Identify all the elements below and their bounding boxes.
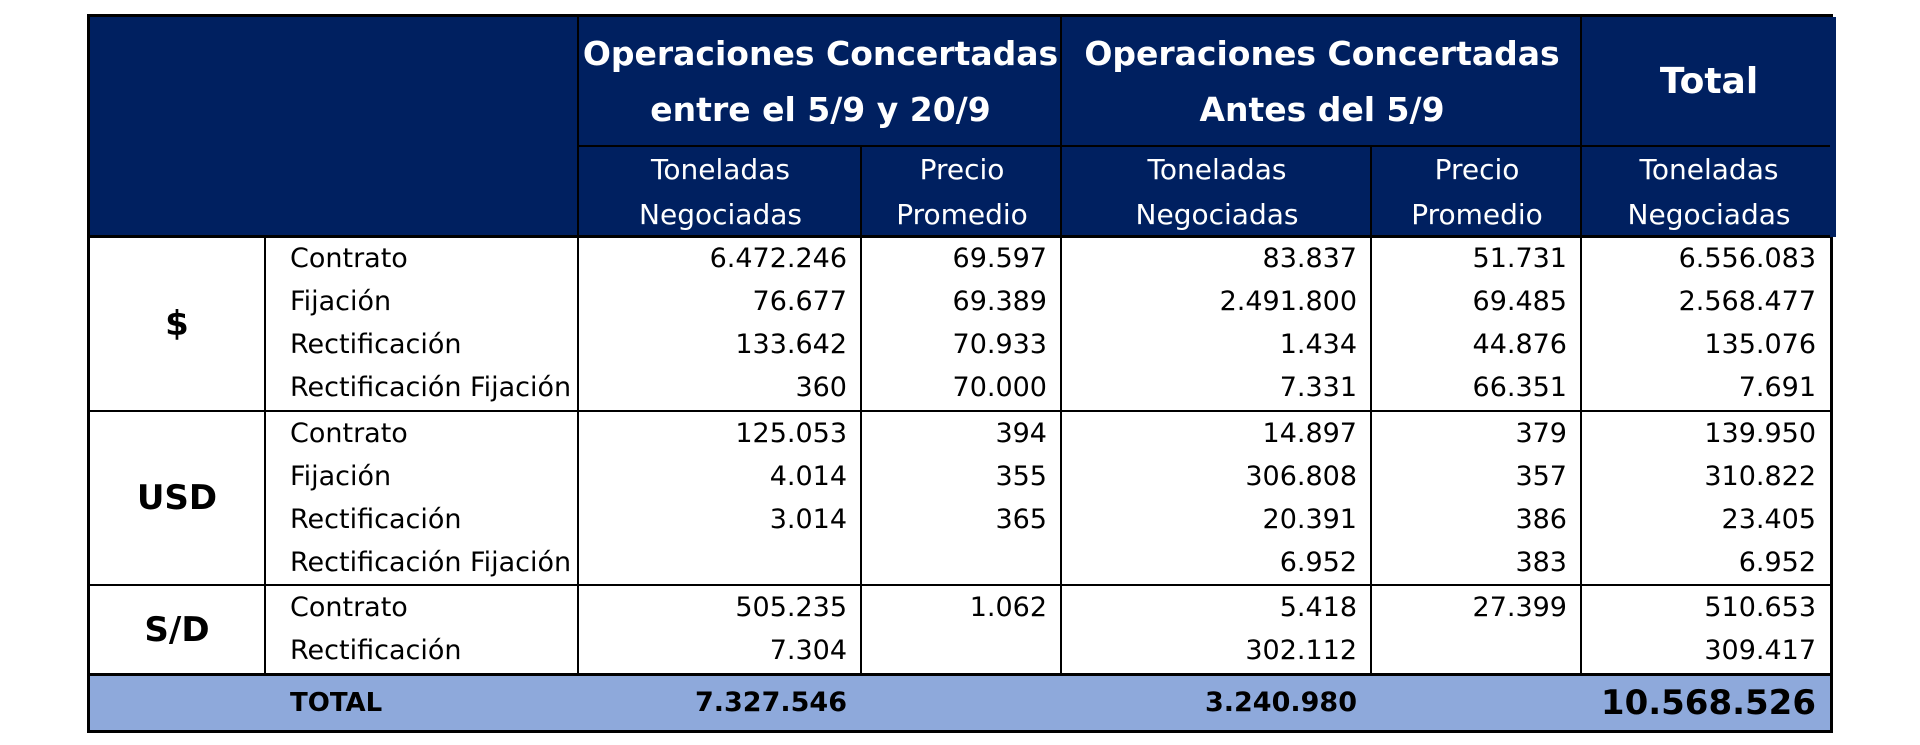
- grid-line: [1580, 17, 1582, 676]
- cell-tons-before: 1.434: [1279, 329, 1357, 360]
- grid-line: [1060, 17, 1062, 676]
- cell-price-before: 383: [1515, 547, 1567, 578]
- currency-label-usd: USD: [136, 478, 218, 518]
- cell-tons-before: 20.391: [1262, 504, 1357, 535]
- cell-price-between: 70.933: [952, 329, 1047, 360]
- group-header-between: Operaciones Concertadas entre el 5/9 y 2…: [579, 17, 1062, 147]
- grid-line: [90, 584, 1830, 586]
- total-row: [90, 676, 1830, 730]
- cell-price-between: 70.000: [952, 372, 1047, 403]
- grid-line: [90, 673, 1830, 676]
- row-label: Rectificación Fijación: [290, 547, 572, 578]
- cell-tons-before: 302.112: [1245, 635, 1357, 666]
- currency-label-sd: S/D: [144, 609, 210, 650]
- cell-tons-between: 125.053: [735, 418, 847, 449]
- cell-tons-between: 505.235: [735, 592, 847, 623]
- row-label: Rectificación: [290, 504, 462, 535]
- cell-price-before: 379: [1515, 418, 1567, 449]
- grid-line: [264, 237, 266, 676]
- row-label: Rectificación Fijación: [290, 372, 572, 403]
- cell-tons-before: 2.491.800: [1219, 286, 1357, 317]
- row-label: Rectificación: [290, 635, 462, 666]
- cell-tons-before: 6.952: [1279, 547, 1357, 578]
- cell-price-before: 51.731: [1472, 243, 1567, 274]
- cell-tons-before: 14.897: [1262, 418, 1357, 449]
- total-tons-before: 3.240.980: [1204, 687, 1357, 718]
- row-label: Rectificación: [290, 329, 462, 360]
- cell-tons-total: 23.405: [1721, 504, 1816, 535]
- row-label: Fijación: [290, 461, 392, 492]
- subheader-price-before: Precio Promedio: [1372, 147, 1582, 237]
- subheader-price-between: Precio Promedio: [862, 147, 1062, 237]
- grid-line: [577, 145, 1830, 147]
- cell-price-between: 1.062: [969, 592, 1047, 623]
- cell-price-between: 394: [995, 418, 1047, 449]
- cell-price-between: 69.597: [952, 243, 1047, 274]
- cell-price-before: 357: [1515, 461, 1567, 492]
- total-label: TOTAL: [290, 688, 383, 718]
- total-tons-between: 7.327.546: [694, 687, 847, 718]
- cell-tons-total: 309.417: [1704, 635, 1816, 666]
- cell-tons-between: 3.014: [769, 504, 847, 535]
- row-label: Contrato: [290, 592, 408, 623]
- cell-tons-total: 510.653: [1704, 592, 1816, 623]
- cell-price-between: 355: [995, 461, 1047, 492]
- subheader-tons-total: Toneladas Negociadas: [1582, 147, 1836, 237]
- cell-price-before: 44.876: [1472, 329, 1567, 360]
- cell-tons-between: 360: [795, 372, 847, 403]
- group-header-before: Operaciones Concertadas Antes del 5/9: [1062, 17, 1582, 147]
- cell-price-before: 386: [1515, 504, 1567, 535]
- grid-line: [577, 17, 579, 676]
- grid-line: [90, 235, 1830, 238]
- cell-tons-total: 310.822: [1704, 461, 1816, 492]
- cell-tons-before: 7.331: [1279, 372, 1357, 403]
- cell-tons-between: 133.642: [735, 329, 847, 360]
- cell-price-between: 69.389: [952, 286, 1047, 317]
- cell-tons-total: 139.950: [1704, 418, 1816, 449]
- cell-price-before: 27.399: [1472, 592, 1567, 623]
- subheader-tons-between: Toneladas Negociadas: [579, 147, 862, 237]
- cell-tons-between: 76.677: [752, 286, 847, 317]
- cell-tons-total: 7.691: [1738, 372, 1816, 403]
- cell-tons-before: 5.418: [1279, 592, 1357, 623]
- cell-tons-between: 6.472.246: [709, 243, 847, 274]
- row-label: Contrato: [290, 418, 408, 449]
- header-corner: [90, 17, 579, 237]
- cell-tons-total: 135.076: [1704, 329, 1816, 360]
- cell-price-before: 66.351: [1472, 372, 1567, 403]
- cell-tons-between: 7.304: [769, 635, 847, 666]
- row-label: Fijación: [290, 286, 392, 317]
- cell-price-between: 365: [995, 504, 1047, 535]
- cell-tons-total: 2.568.477: [1678, 286, 1816, 317]
- grid-line: [90, 410, 1830, 412]
- cell-tons-total: 6.556.083: [1678, 243, 1816, 274]
- subheader-tons-before: Toneladas Negociadas: [1062, 147, 1372, 237]
- cell-tons-before: 306.808: [1245, 461, 1357, 492]
- cell-price-before: 69.485: [1472, 286, 1567, 317]
- cell-tons-total: 6.952: [1738, 547, 1816, 578]
- currency-label-ars: $: [165, 304, 189, 344]
- group-header-total: Total: [1582, 17, 1836, 147]
- row-label: Contrato: [290, 243, 408, 274]
- cell-tons-before: 83.837: [1262, 243, 1357, 274]
- total-tons-grand: 10.568.526: [1600, 683, 1816, 723]
- operations-table: Operaciones Concertadas entre el 5/9 y 2…: [87, 14, 1836, 733]
- cell-tons-between: 4.014: [769, 461, 847, 492]
